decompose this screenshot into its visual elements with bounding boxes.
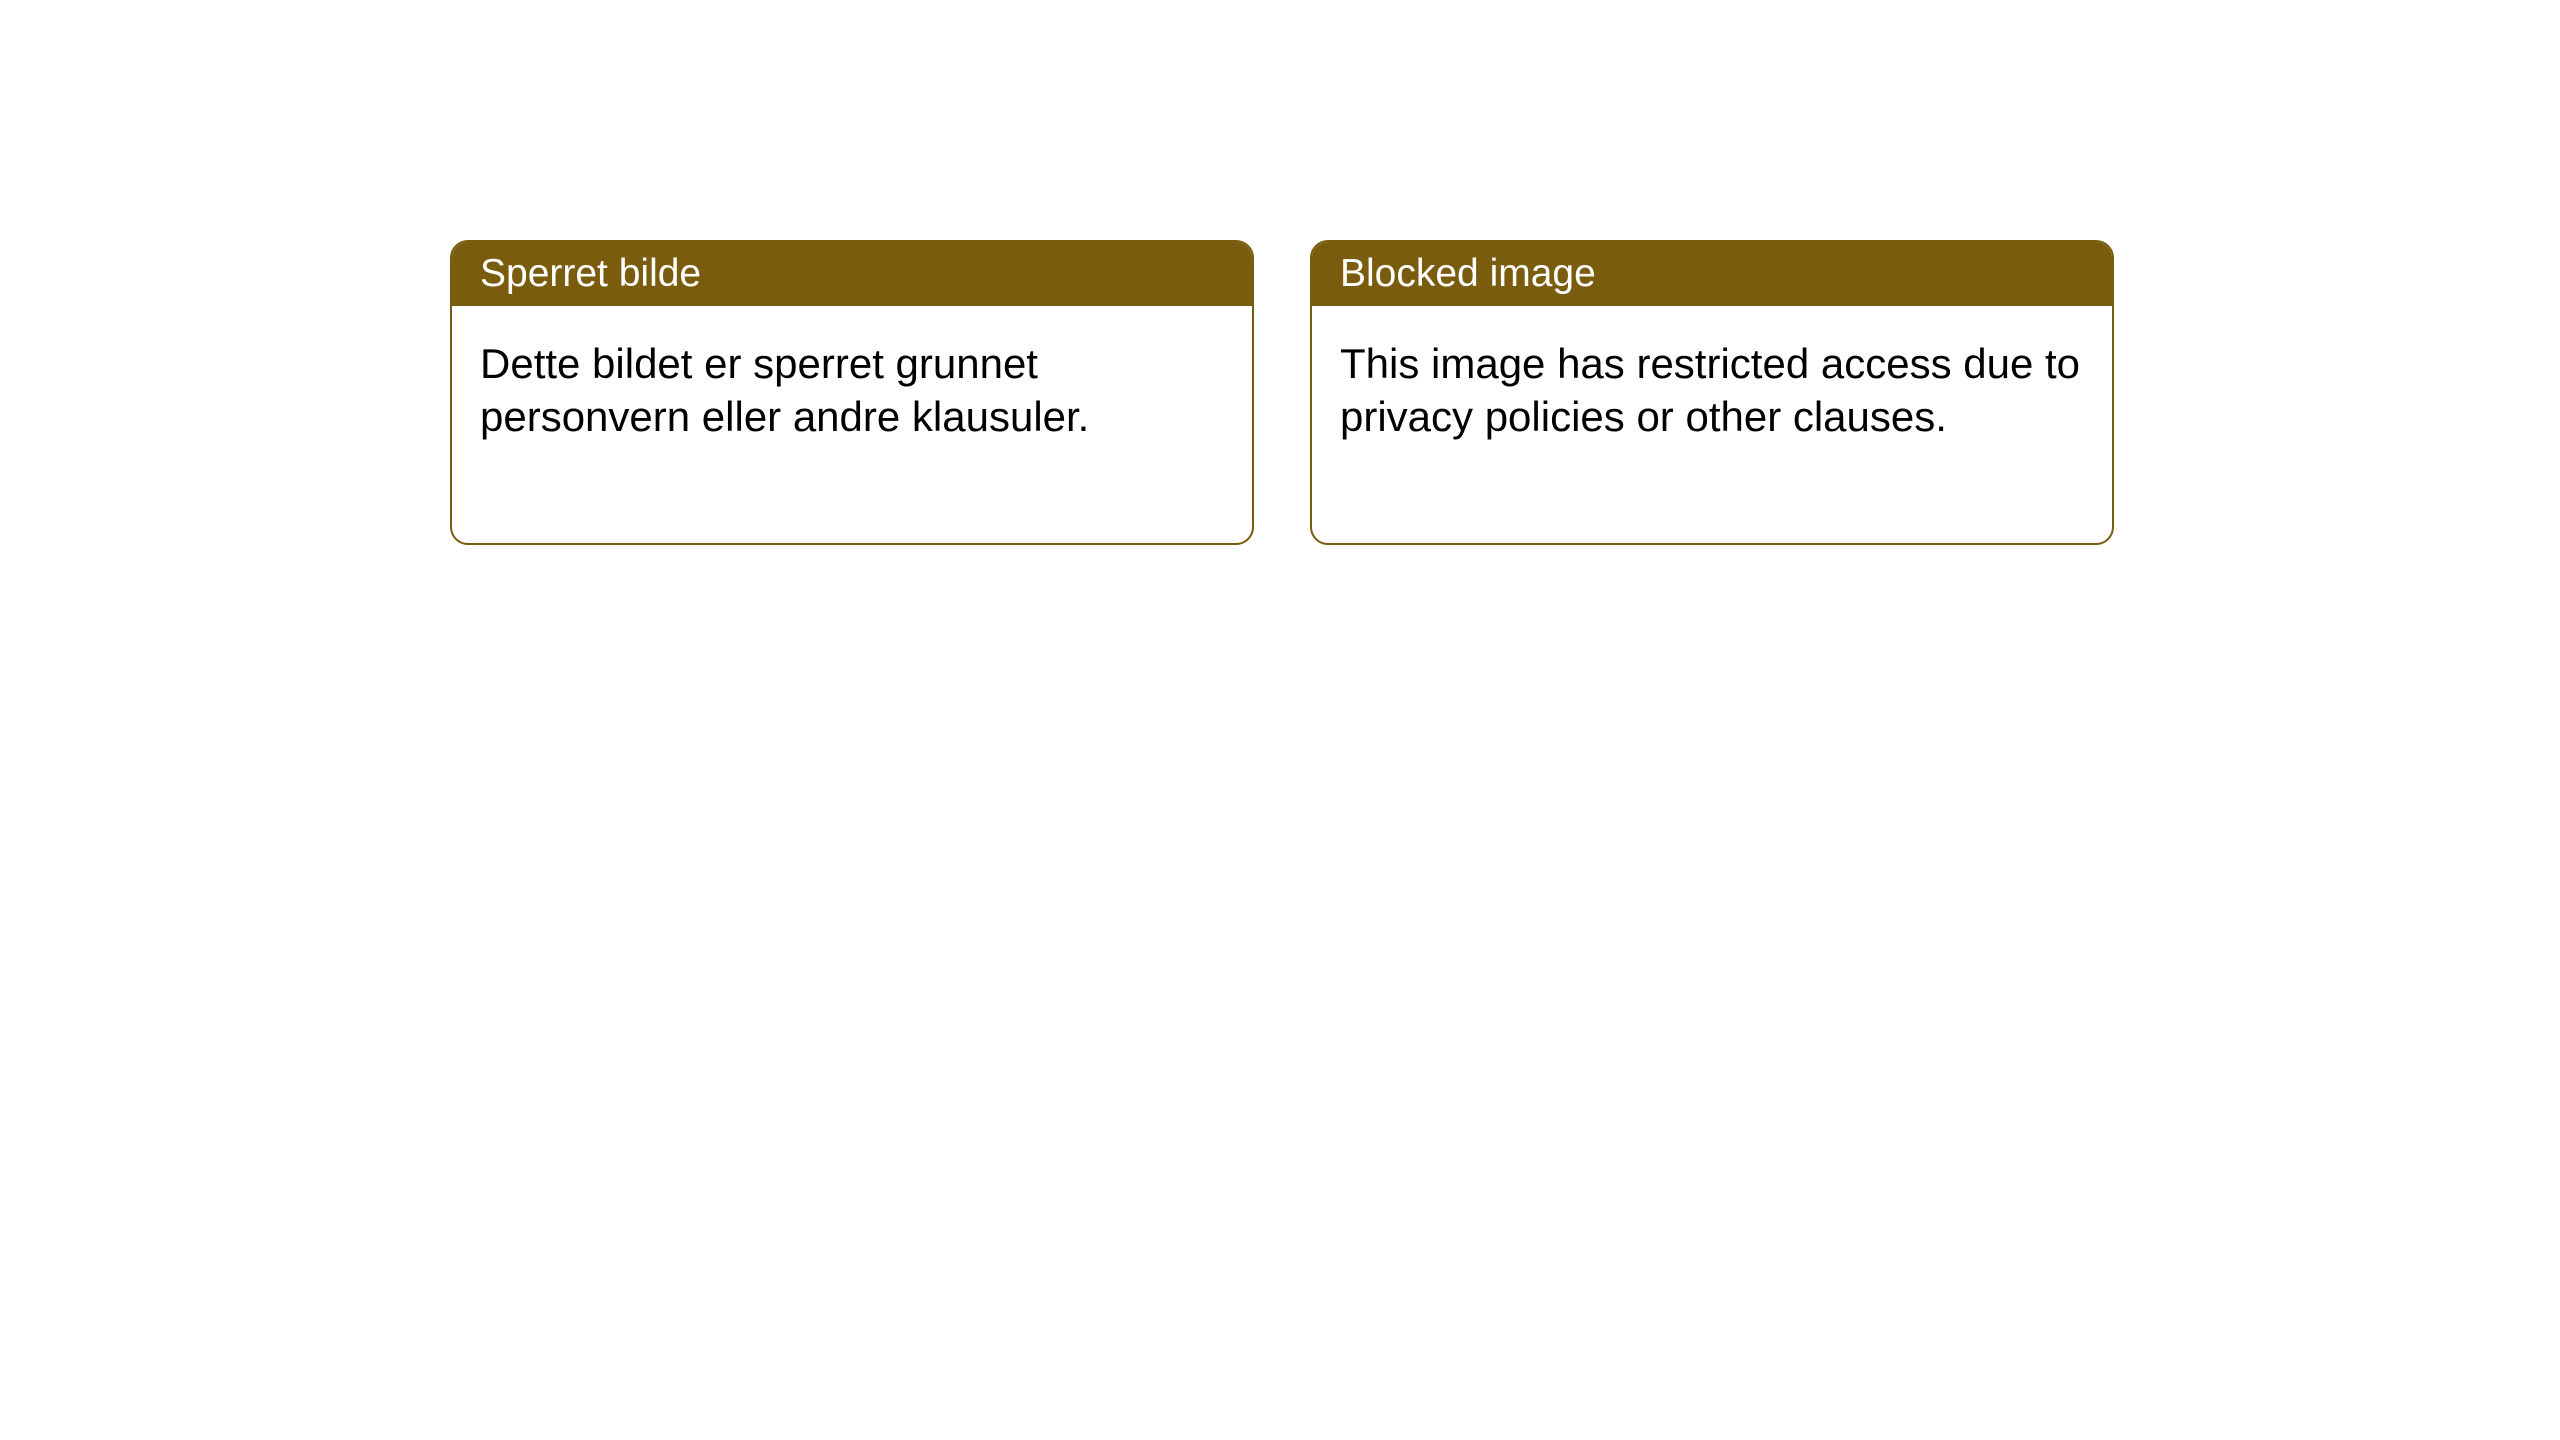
card-body-norwegian: Dette bildet er sperret grunnet personve…: [452, 306, 1252, 543]
card-norwegian: Sperret bilde Dette bildet er sperret gr…: [450, 240, 1254, 545]
card-text-english: This image has restricted access due to …: [1340, 340, 2080, 440]
card-title-english: Blocked image: [1340, 252, 1596, 295]
card-english: Blocked image This image has restricted …: [1310, 240, 2114, 545]
card-header-norwegian: Sperret bilde: [452, 242, 1252, 306]
card-text-norwegian: Dette bildet er sperret grunnet personve…: [480, 340, 1089, 440]
cards-container: Sperret bilde Dette bildet er sperret gr…: [450, 240, 2114, 545]
card-body-english: This image has restricted access due to …: [1312, 306, 2112, 543]
card-header-english: Blocked image: [1312, 242, 2112, 306]
card-title-norwegian: Sperret bilde: [480, 252, 701, 295]
